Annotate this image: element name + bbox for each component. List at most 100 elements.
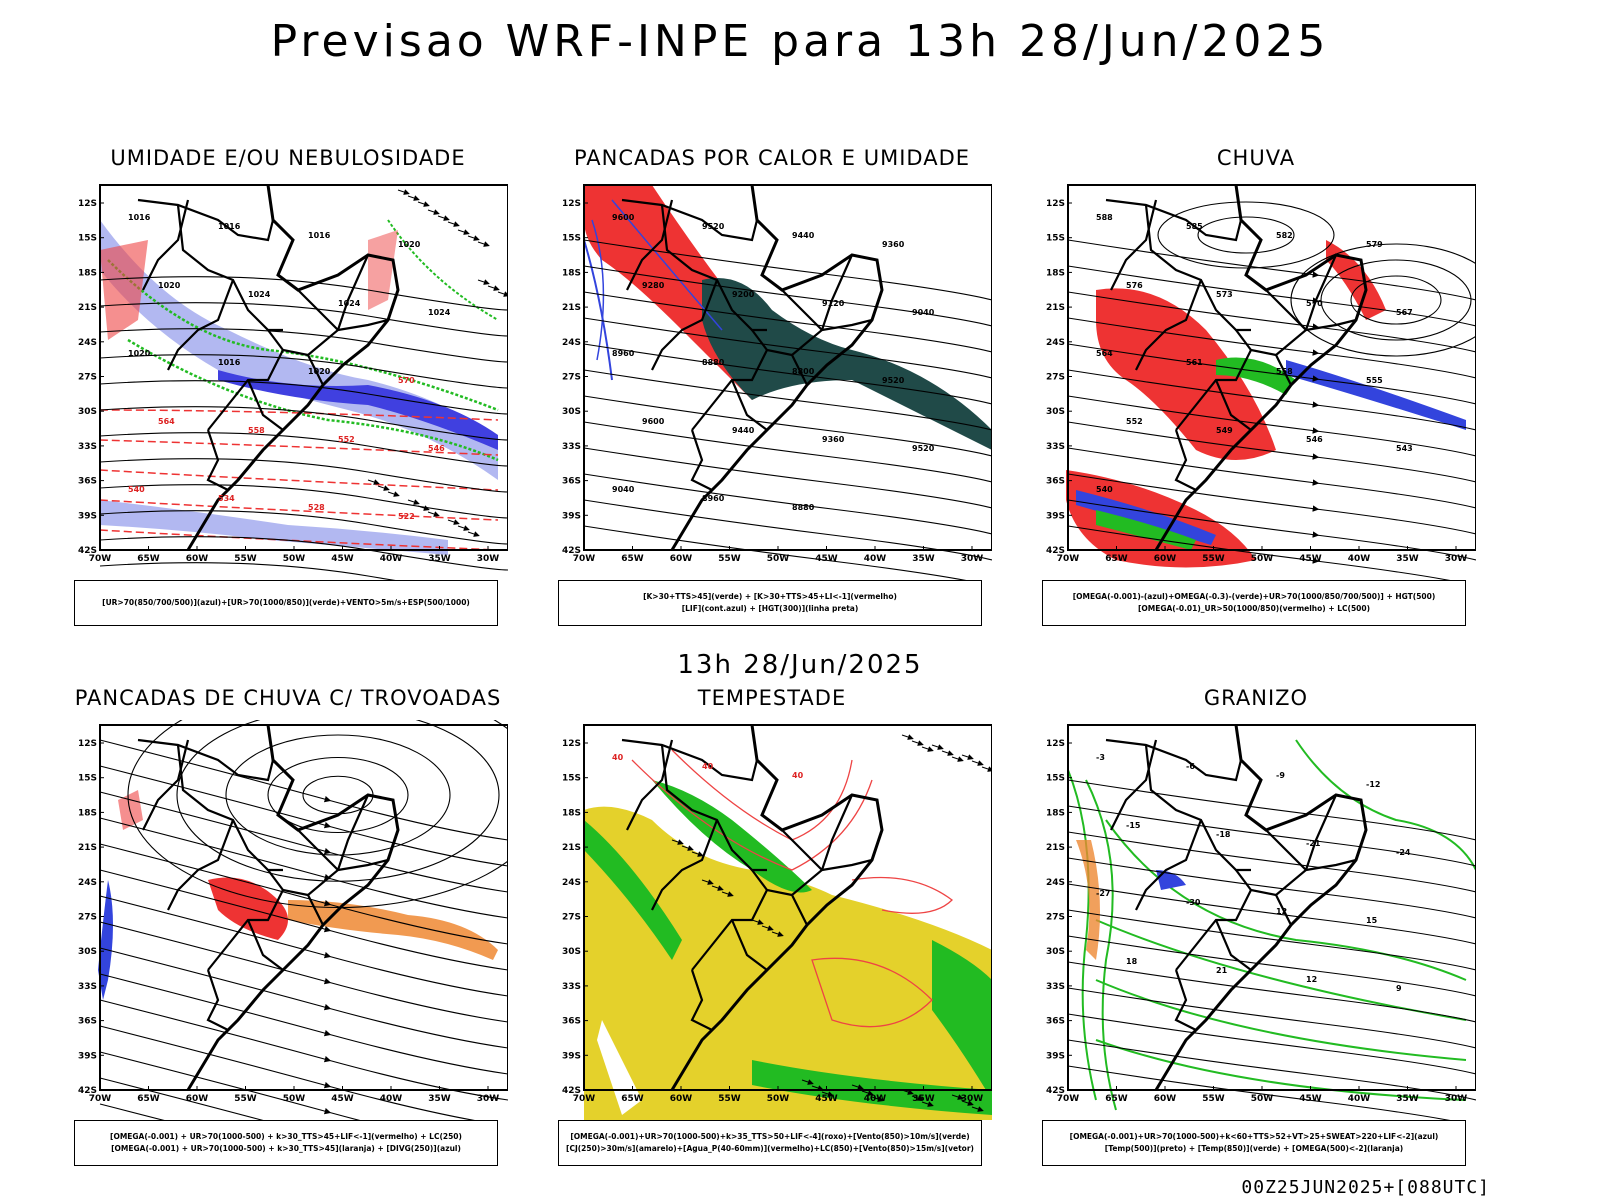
legend-line: [K>30+TTS>45](verde) + [K>30+TTS>45+LI<-… xyxy=(643,592,897,601)
wind-arrow xyxy=(367,479,380,485)
lon-label: 55W xyxy=(1202,1094,1225,1104)
lat-label: 39S xyxy=(1046,1051,1065,1061)
wind-arrow xyxy=(447,519,460,525)
lat-label: 30S xyxy=(562,947,581,957)
wind-arrow xyxy=(951,756,964,762)
contour-line xyxy=(99,1025,475,1120)
contour-label: 573 xyxy=(1216,290,1233,299)
lon-label: 40W xyxy=(1348,1094,1371,1104)
contour-label: 564 xyxy=(158,417,175,426)
state-border xyxy=(1235,869,1292,926)
lat-label: 18S xyxy=(78,808,97,818)
contour-label: -18 xyxy=(1216,830,1231,839)
state-border xyxy=(791,254,854,356)
state-border xyxy=(1105,738,1243,782)
lat-label: 12S xyxy=(562,199,581,209)
contour-label: 15 xyxy=(1366,916,1378,925)
latitude-axis: 12S 15S 18S 21S 24S 27S 30S 33S 36S 39S 42S xyxy=(78,199,104,556)
contour-label: 522 xyxy=(398,512,415,521)
wind-arrow xyxy=(407,195,420,201)
contour-line xyxy=(1067,779,1476,841)
wind-arrow xyxy=(681,845,694,851)
lon-label: 65W xyxy=(137,1094,160,1104)
contour-label: -15 xyxy=(1126,821,1141,830)
wind-arrow xyxy=(397,189,410,195)
longitude-axis: 70W 65W 60W 55W 50W 45W 40W 35W 30W xyxy=(1057,1086,1467,1104)
panel-granizo: GRANIZO 12S 15S 18S 21S 24S 27S 30S 33S 36S 39S 42… xyxy=(1036,686,1476,1166)
contour-ring xyxy=(225,734,451,856)
contour-label: 585 xyxy=(1186,222,1203,231)
contour-line xyxy=(1067,883,1476,945)
lon-label: 30W xyxy=(477,1094,500,1104)
wind-arrow xyxy=(961,1100,974,1106)
contour-line xyxy=(99,947,508,1049)
state-border xyxy=(1214,919,1252,971)
wind-arrow xyxy=(711,885,724,891)
contour-label: 543 xyxy=(1396,444,1413,453)
lon-label: 60W xyxy=(670,554,693,564)
contour-label: 9040 xyxy=(612,485,635,494)
lon-label: 45W xyxy=(331,554,354,564)
contour-label: 552 xyxy=(1126,417,1143,426)
legend-line: [OMEGA(-0.001)+UR>70(1000-500)+k<60+TTS>… xyxy=(1069,1132,1439,1141)
wind-arrow xyxy=(407,499,420,505)
contour-label: 528 xyxy=(308,503,325,512)
lon-label: 65W xyxy=(621,554,644,564)
panel-umidade: UMIDADE E/OU NEBULOSIDADE 12S 15S 18S 21S 24… xyxy=(68,146,508,626)
contour-line xyxy=(99,562,396,580)
contour-line xyxy=(99,432,508,467)
state-border xyxy=(821,318,873,332)
contour-ring xyxy=(1320,259,1472,341)
lat-label: 42S xyxy=(78,546,97,556)
contour-line xyxy=(1067,1039,1476,1101)
contour-label: -30 xyxy=(1186,898,1201,907)
contour-label: 1020 xyxy=(128,349,151,358)
contour-line xyxy=(99,536,508,571)
wind-arrow xyxy=(941,750,954,756)
contour-line xyxy=(99,895,508,997)
panel-tempestade: TEMPESTADE 12S 15S 18S 21S 24S 27S 30S 33S 36S 39… xyxy=(552,686,992,1166)
wind-arrow xyxy=(971,760,984,766)
lon-label: 55W xyxy=(718,1094,741,1104)
lat-label: 15S xyxy=(78,234,97,244)
lat-label: 12S xyxy=(78,199,97,209)
contour-label: 1024 xyxy=(338,299,361,308)
contour-line xyxy=(99,1051,361,1120)
wind-arrow xyxy=(427,209,440,215)
state-border xyxy=(1235,329,1292,386)
contour-label: 9280 xyxy=(642,281,665,290)
longitude-axis: 70W 65W 60W 55W 50W 45W 40W 35W 30W xyxy=(573,1086,984,1104)
lat-label: 15S xyxy=(562,234,581,244)
lon-label: 30W xyxy=(961,1094,984,1104)
contour-line xyxy=(1067,265,1476,327)
wind-arrow xyxy=(387,491,400,497)
lat-label: 30S xyxy=(1046,407,1065,417)
longitude-axis: 70W 65W 60W 55W 50W 45W 40W 35W 30W xyxy=(89,546,499,564)
latitude-axis: 12S 15S 18S 21S 24S 27S 30S 33S 36S 39S 42S xyxy=(562,739,588,1096)
lon-label: 50W xyxy=(767,554,790,564)
contour-label: 549 xyxy=(1216,426,1233,435)
panel-legend: [OMEGA(-0.001)+UR>70(1000-500)+k>35_TTS>… xyxy=(558,1120,982,1166)
wind-arrow xyxy=(871,1096,884,1102)
wind-arrow xyxy=(921,746,934,752)
contour-line xyxy=(99,276,508,311)
state-border xyxy=(1214,379,1252,431)
contour-label: 579 xyxy=(1366,240,1383,249)
lat-label: 36S xyxy=(562,1017,581,1027)
contour-line xyxy=(99,484,508,519)
wind-arrow xyxy=(911,740,924,746)
contour-label: 12 xyxy=(1306,975,1317,984)
map-frame xyxy=(1067,724,1476,1091)
contour-line xyxy=(1067,1065,1451,1120)
state-border xyxy=(1265,289,1307,331)
lat-label: 18S xyxy=(1046,268,1065,278)
panel-title: UMIDADE E/OU NEBULOSIDADE xyxy=(110,146,466,170)
contour-line xyxy=(99,1103,165,1120)
state-border xyxy=(1110,739,1158,831)
